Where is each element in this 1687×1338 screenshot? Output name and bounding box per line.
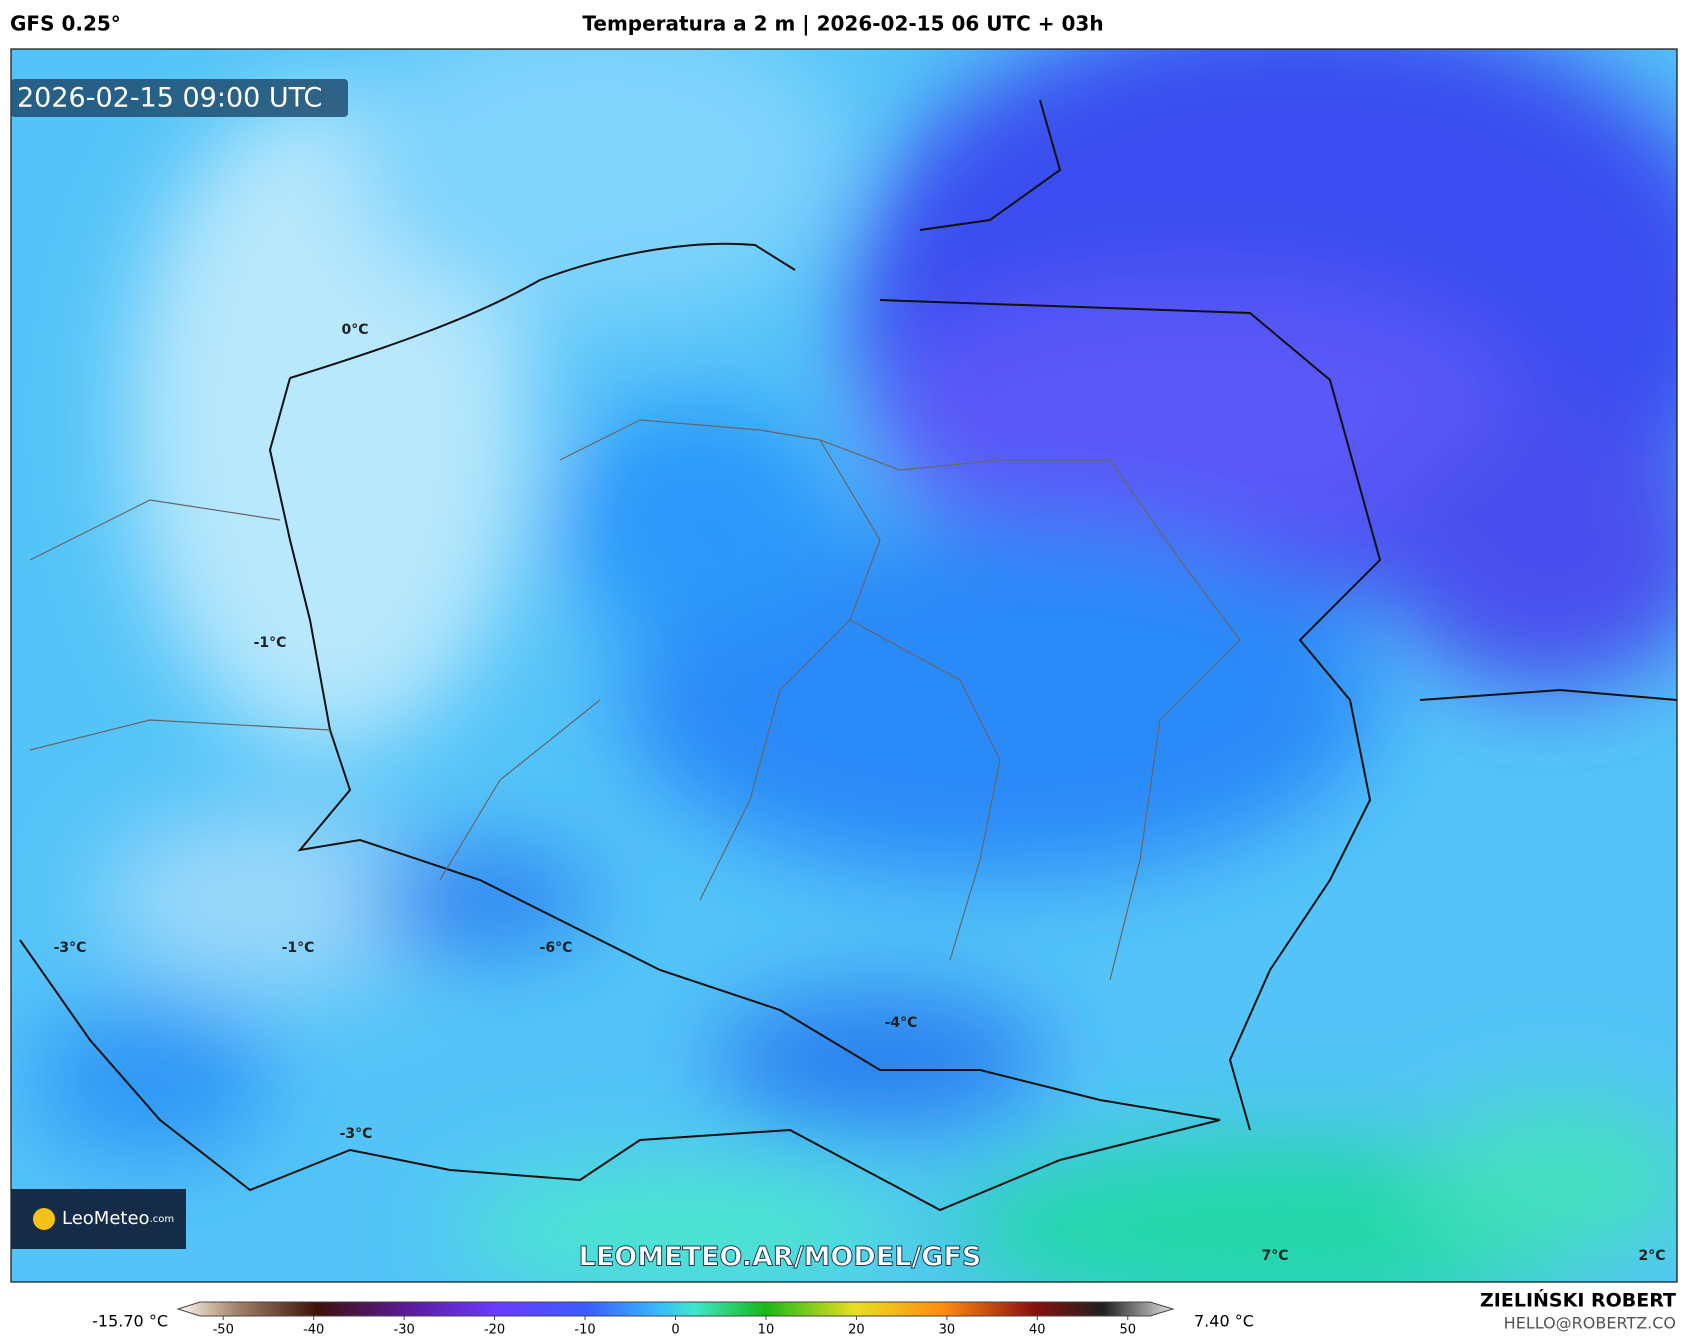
- logo-suffix: .com: [150, 1214, 175, 1225]
- colorbar-tick-label: 50: [1119, 1323, 1136, 1338]
- contour-label: 7°C: [1261, 1248, 1288, 1264]
- timestamp: 2026-02-15 09:00 UTC: [17, 83, 322, 114]
- colorbar-tick-label: -30: [394, 1323, 415, 1338]
- colorbar-tick-label: -50: [213, 1323, 234, 1338]
- contour-label: -3°C: [54, 940, 87, 956]
- map-title: Temperatura a 2 m | 2026-02-15 06 UTC + …: [582, 12, 1103, 36]
- contour-label: 0°C: [341, 322, 368, 338]
- model-label: GFS 0.25°: [10, 12, 121, 36]
- colorbar-tick-label: -10: [574, 1323, 595, 1338]
- colorbar-tick-label: 10: [758, 1323, 775, 1338]
- colorbar-tick-label: 30: [939, 1323, 956, 1338]
- contour-label: 2°C: [1638, 1248, 1665, 1264]
- colorbar-max: 7.40 °C: [1194, 1312, 1254, 1331]
- colorbar: [176, 1301, 1175, 1317]
- timestamp-box: [11, 79, 348, 117]
- colorbar-tick-label: -40: [303, 1323, 324, 1338]
- colorbar-ticks: -50 -40 -30 -20 -10 0 10 20 30 40 50: [213, 1316, 1136, 1338]
- contour-label: -3°C: [340, 1126, 373, 1142]
- logo-name: LeoMeteo: [62, 1208, 150, 1229]
- colorbar-tick-label: -20: [484, 1323, 505, 1338]
- contour-label: -4°C: [885, 1015, 918, 1031]
- map: [11, 49, 1677, 1282]
- map-frame: [10, 48, 1678, 1283]
- logo-sun: [33, 1208, 55, 1230]
- contour-label: -1°C: [254, 635, 287, 651]
- contour-labels: 0°C -1°C -1°C -3°C -6°C -4°C -3°C 7°C 2°C: [54, 322, 1666, 1264]
- temperature-field: [30, 49, 1677, 1282]
- watermark: LEOMETEO.AR/MODEL/GFS: [579, 1242, 982, 1273]
- contour-label: -1°C: [282, 940, 315, 956]
- borders: [19, 99, 1677, 1212]
- colorbar-tick-label: 20: [848, 1323, 865, 1338]
- contact: HELLO@ROBERTZ.CO: [1504, 1314, 1676, 1333]
- regions: [29, 419, 1241, 981]
- colorbar-min: -15.70 °C: [92, 1312, 168, 1331]
- author: ZIELIŃSKI ROBERT: [1480, 1289, 1676, 1312]
- colorbar-tick-label: 40: [1029, 1323, 1046, 1338]
- logo-text: LeoMeteo.com: [62, 1208, 174, 1229]
- contour-label: -6°C: [540, 940, 573, 956]
- colorbar-tick-label: 0: [671, 1323, 679, 1338]
